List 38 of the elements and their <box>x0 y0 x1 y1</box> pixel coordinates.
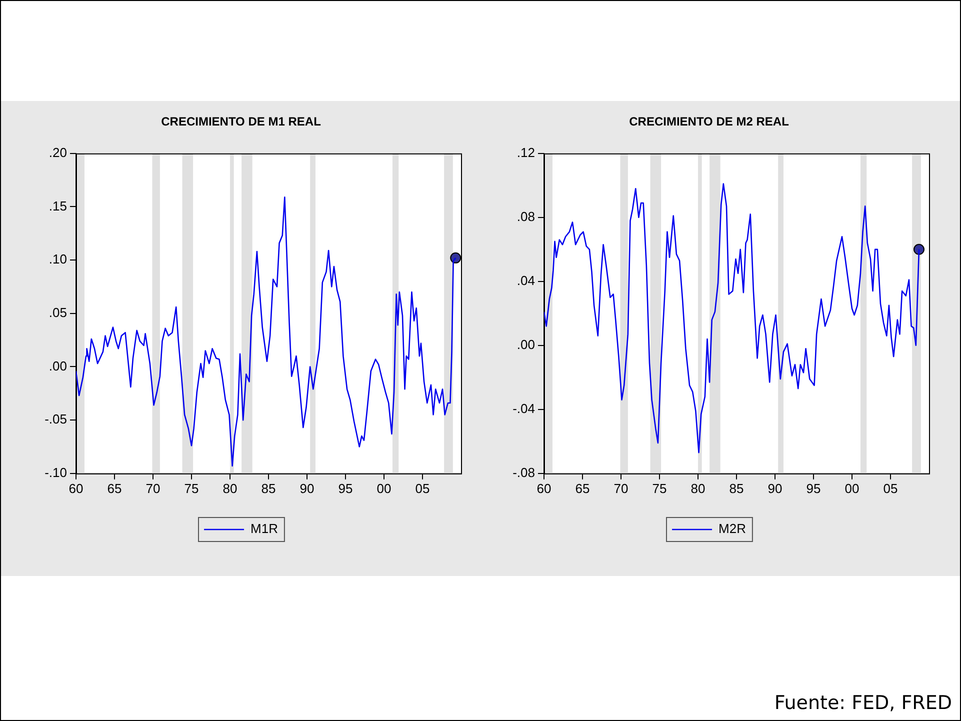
x-tick-label: 05 <box>415 480 430 496</box>
x-tick-label: 95 <box>338 480 353 496</box>
y-tick-label: .20 <box>48 144 67 160</box>
x-tick-label: 80 <box>222 480 238 496</box>
x-tick-label: 90 <box>768 480 782 496</box>
y-tick-label: .08 <box>516 208 535 224</box>
source-note: Fuente: FED, FRED <box>774 692 952 714</box>
x-tick-label: 85 <box>261 480 276 496</box>
x-tick-label: 75 <box>652 480 667 496</box>
y-tick-label: -.08 <box>512 464 535 480</box>
y-tick-label: .04 <box>516 272 535 288</box>
legend-label: M2R <box>718 521 746 536</box>
x-tick-label: 05 <box>883 480 898 496</box>
x-tick-label: 80 <box>690 480 706 496</box>
x-tick-label: 60 <box>536 480 552 496</box>
x-tick-label: 90 <box>300 480 314 496</box>
y-tick-label: .05 <box>48 304 67 320</box>
x-tick-label: 00 <box>376 480 392 496</box>
chart-title: CRECIMIENTO DE M2 REAL <box>629 114 789 129</box>
y-tick-label: .00 <box>48 358 67 374</box>
y-tick-label: .00 <box>516 336 535 352</box>
y-tick-label: .10 <box>48 252 67 267</box>
y-tick-label: .15 <box>48 198 67 214</box>
x-tick-label: 00 <box>844 480 860 496</box>
y-tick-label: .12 <box>516 144 535 160</box>
y-tick-label: -.04 <box>512 400 535 416</box>
x-tick-label: 65 <box>107 480 122 496</box>
y-tick-label: -.05 <box>44 412 67 427</box>
x-tick-label: 85 <box>729 480 744 496</box>
x-tick-label: 70 <box>614 480 628 496</box>
x-tick-label: 70 <box>146 480 160 496</box>
x-tick-label: 65 <box>575 480 590 496</box>
y-tick-label: -.10 <box>44 464 67 480</box>
x-tick-label: 60 <box>68 480 84 496</box>
chart-title: CRECIMIENTO DE M1 REAL <box>161 114 321 129</box>
x-tick-label: 95 <box>806 480 821 496</box>
legend-label: M1R <box>250 521 278 536</box>
x-tick-label: 75 <box>184 480 199 496</box>
